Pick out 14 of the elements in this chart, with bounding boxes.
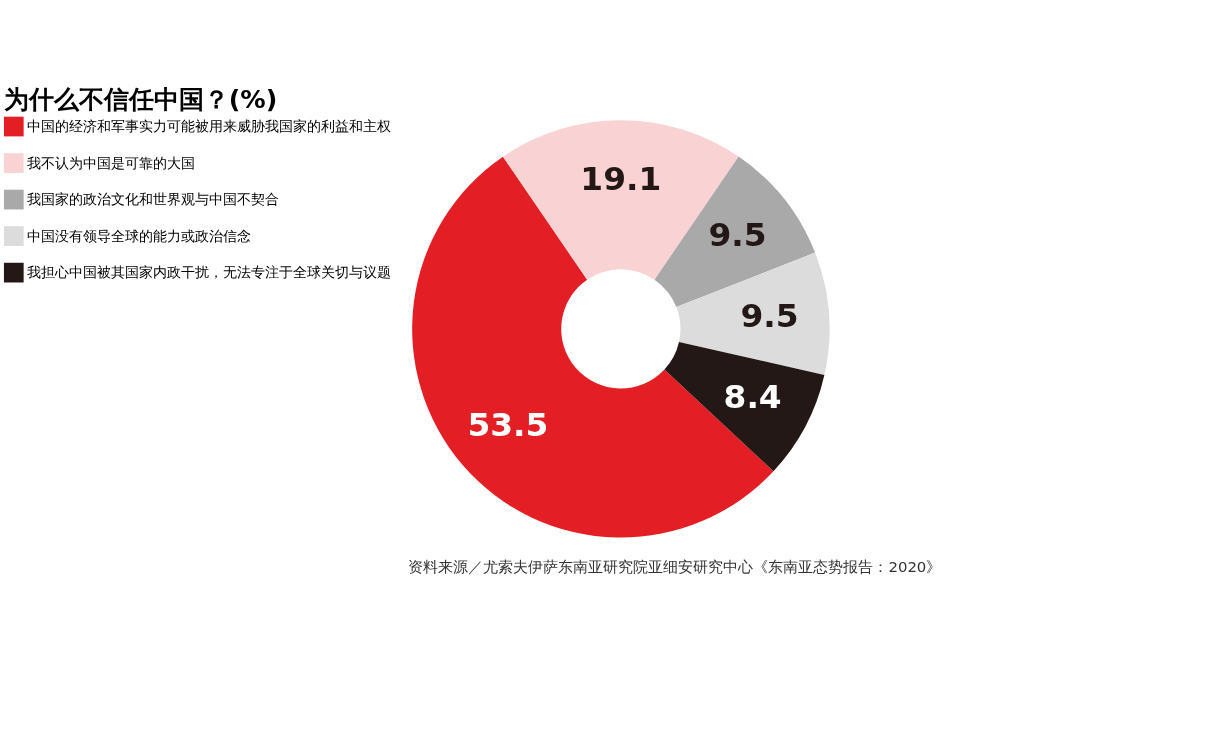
legend-label: 我不认为中国是可靠的大国 — [26, 154, 195, 171]
legend-label: 我国家的政治文化和世界观与中国不契合 — [26, 191, 279, 208]
data-label: 9.5 — [708, 215, 767, 254]
data-label: 8.4 — [723, 378, 782, 417]
legend-label: 中国没有领导全球的能力或政治信念 — [26, 227, 251, 244]
donut-slice — [664, 342, 825, 472]
text: 资料来源／尤索夫伊萨东南亚研究院亚细安研究中心《东南亚态势报告：2020》 — [408, 557, 942, 576]
data-label: 19.1 — [580, 159, 662, 198]
legend-label: 我担心中国被其国家内政干扰，无法专注于全球关切与议题 — [26, 264, 391, 281]
chart-title: 为什么不信任中国？(%) — [3, 84, 278, 115]
legend-label: 中国的经济和军事实力可能被用来威胁我国家的利益和主权 — [26, 118, 391, 135]
data-label: 9.5 — [740, 297, 799, 336]
donut-slice — [676, 252, 830, 375]
data-label: 53.5 — [467, 405, 549, 444]
